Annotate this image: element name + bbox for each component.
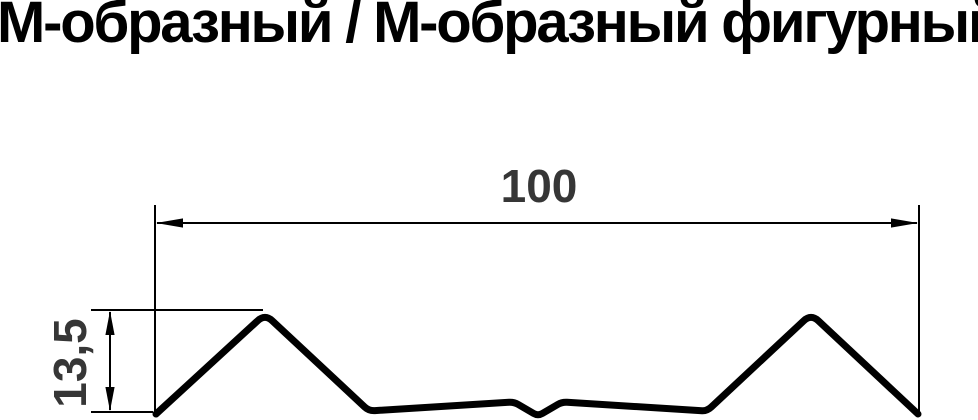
width-dimension — [154, 205, 920, 412]
width-dimension-label: 100 — [500, 160, 578, 212]
height-arrowhead-top — [105, 311, 115, 335]
profile-outline — [152, 313, 922, 419]
height-arrowhead-bottom — [105, 387, 115, 411]
page-title: М-образный / М-образный фигурный — [0, 0, 978, 55]
width-arrowhead-left — [156, 218, 183, 228]
height-dimension — [91, 309, 263, 413]
height-dimension-label: 13,5 — [44, 318, 96, 408]
width-arrowhead-right — [891, 218, 918, 228]
